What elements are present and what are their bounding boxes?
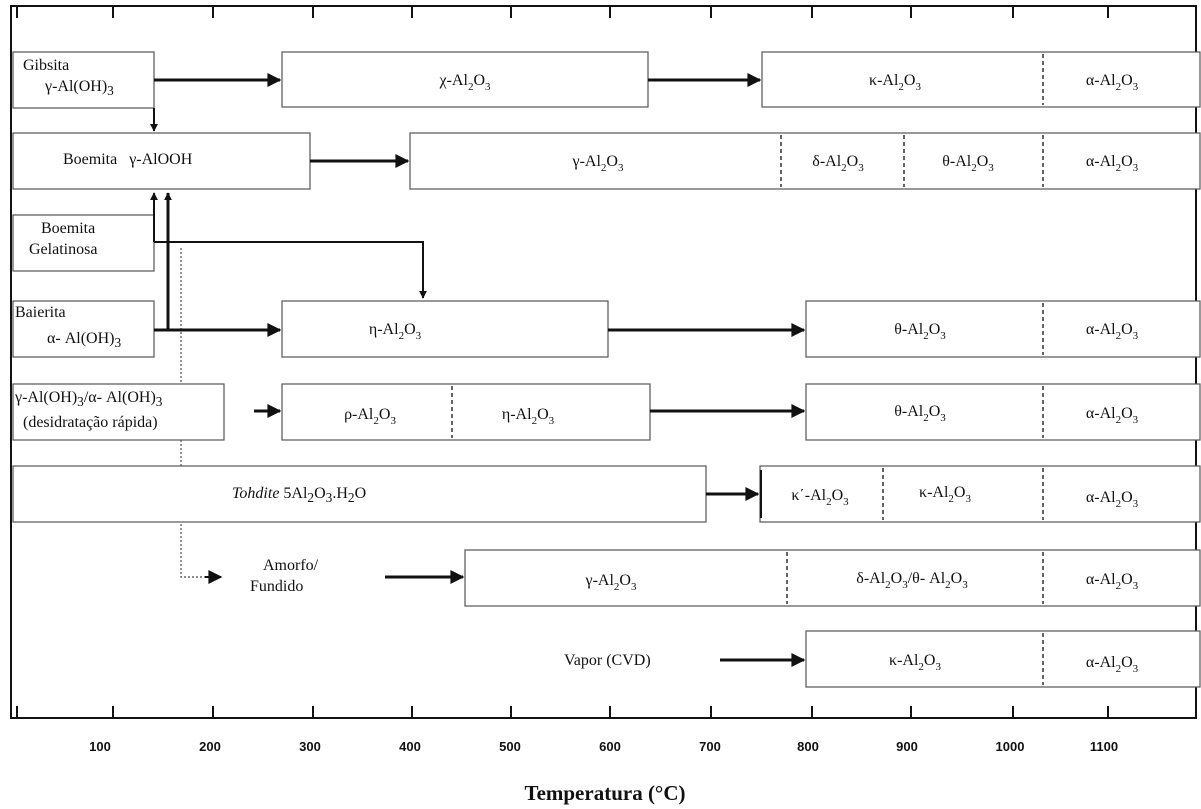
kappa-prime-phase: κ΄-Al2O3 <box>791 487 849 508</box>
tick-label: 800 <box>797 739 819 754</box>
theta-phase: θ-Al2O3 <box>894 403 946 424</box>
gamma-phase: γ-Al2O3 <box>572 153 624 174</box>
boemita-label: Boemita γ-AlOOH <box>63 151 192 168</box>
baierita-box <box>12 300 155 358</box>
tick-label: 700 <box>699 739 721 754</box>
tohdite-box <box>12 465 707 523</box>
kappaprime-kappa-alpha-box <box>759 465 1201 523</box>
row-vapor: Vapor (CVD) κ-Al2O3 α-Al2O3 <box>564 630 1201 688</box>
gibsita-box <box>12 51 155 109</box>
tick-label: 1100 <box>1090 739 1118 754</box>
gamma-phase: γ-Al2O3 <box>585 572 637 593</box>
eta-phase: η-Al2O3 <box>502 406 555 427</box>
delta-phase: δ-Al2O3 <box>812 153 864 174</box>
row-tohdite: Tohdite 5Al2O3.H2O κ΄-Al2O3 κ-Al2O3 α-Al… <box>12 465 1201 523</box>
gibsita-label: Gibsita γ-Al(OH)3 <box>23 57 114 98</box>
kappa-phase: κ-Al2O3 <box>869 72 921 93</box>
chi-phase: χ-Al2O3 <box>439 72 492 93</box>
desidratacao-label: γ-Al(OH)3/α- Al(OH)3 (desidratação rápid… <box>15 389 162 431</box>
tick-label: 500 <box>499 739 521 754</box>
theta-alpha-box <box>805 383 1201 441</box>
axis-ticks <box>16 6 1109 718</box>
theta-phase: θ-Al2O3 <box>894 321 946 342</box>
alpha-phase: α-Al2O3 <box>1086 153 1139 174</box>
dotted-amorfo-line <box>180 248 220 578</box>
delta-theta-phase: δ-Al2O3/θ- Al2O3 <box>856 570 968 591</box>
kappa-alpha-box <box>761 51 1201 108</box>
kappa-phase: κ-Al2O3 <box>919 484 971 505</box>
eta-box <box>281 300 609 358</box>
row-baierita: Baierita α- Al(OH)3 η-Al2O3 θ-Al2O3 α-Al… <box>12 300 1201 358</box>
alpha-phase: α-Al2O3 <box>1086 489 1139 510</box>
tick-label: 100 <box>89 739 111 754</box>
theta-phase: θ-Al2O3 <box>942 153 994 174</box>
tick-label: 1000 <box>996 739 1025 754</box>
gamma-delta-theta-alpha-box <box>409 132 1201 190</box>
kappa-phase: κ-Al2O3 <box>889 652 941 673</box>
rho-phase: ρ-Al2O3 <box>344 406 396 427</box>
tick-label: 400 <box>399 739 421 754</box>
alpha-phase: α-Al2O3 <box>1086 571 1139 592</box>
amorfo-label: Amorfo/ Fundido <box>250 557 318 595</box>
vapor-label: Vapor (CVD) <box>564 652 651 669</box>
boemita-box <box>12 132 311 190</box>
theta-alpha-box <box>805 300 1201 358</box>
chi-box <box>281 51 649 108</box>
rho-eta-box <box>281 383 651 441</box>
alpha-phase: α-Al2O3 <box>1086 321 1139 342</box>
row-boemita: Boemita γ-AlOOH γ-Al2O3 δ-Al2O3 θ-Al2O3 … <box>12 132 1201 190</box>
tick-label: 200 <box>199 739 221 754</box>
row-boemita-gelatinosa: Boemita Gelatinosa <box>12 192 427 330</box>
row-gibsita: Gibsita γ-Al(OH)3 χ-Al2O3 κ-Al2O3 α-Al2O… <box>12 51 1201 109</box>
eta-phase: η-Al2O3 <box>369 321 422 342</box>
gamma-deltatheta-alpha-box <box>464 549 1201 607</box>
tohdite-label: Tohdite 5Al2O3.H2O <box>232 485 366 505</box>
baierita-label: Baierita α- Al(OH)3 <box>15 304 121 350</box>
desidratacao-box <box>12 383 225 441</box>
x-axis-tick-labels: 100 200 300 400 500 600 700 800 900 1000… <box>89 739 1118 754</box>
tick-label: 600 <box>599 739 621 754</box>
alpha-phase: α-Al2O3 <box>1086 654 1139 675</box>
alpha-phase: α-Al2O3 <box>1086 405 1139 426</box>
row-amorfo: Amorfo/ Fundido γ-Al2O3 δ-Al2O3/θ- Al2O3… <box>250 549 1201 607</box>
boemita-gelatinosa-box <box>12 214 155 272</box>
boemita-gelatinosa-label: Boemita Gelatinosa <box>29 220 97 258</box>
kappa-alpha-box <box>805 630 1201 688</box>
alpha-phase: α-Al2O3 <box>1086 72 1139 93</box>
plot-frame <box>10 5 1197 719</box>
tick-label: 900 <box>896 739 918 754</box>
row-desidratacao: γ-Al(OH)3/α- Al(OH)3 (desidratação rápid… <box>12 383 1201 441</box>
tick-label: 300 <box>299 739 321 754</box>
x-axis-title: Temperatura (°C) <box>524 781 685 805</box>
